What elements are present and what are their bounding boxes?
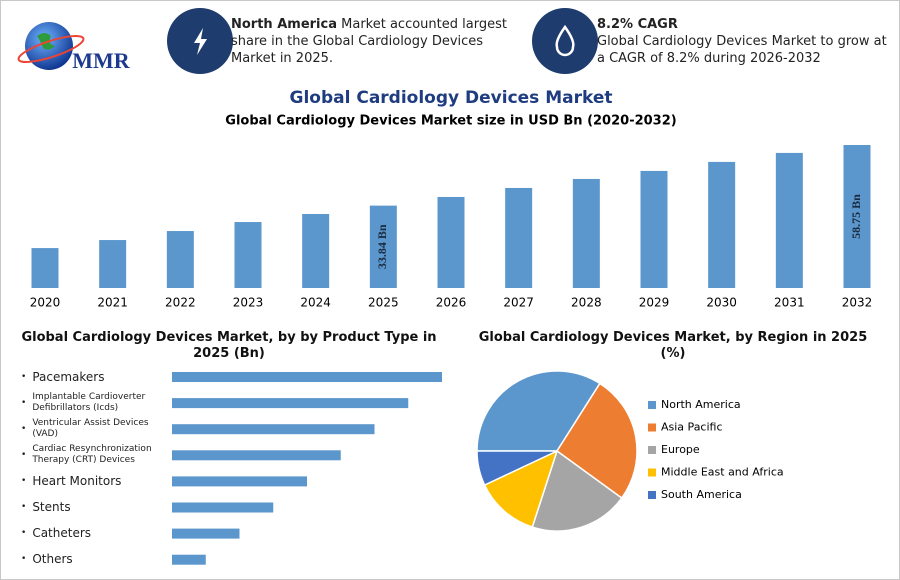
bar [172, 372, 442, 382]
x-tick-label: 2030 [706, 296, 737, 310]
chart-title: Global Cardiology Devices Market size in… [225, 114, 676, 129]
legend-label: North America [661, 398, 741, 411]
legend-label: Middle East and Africa [661, 466, 784, 479]
x-tick-label: 2031 [774, 296, 805, 310]
y-tick-label: Pacemakers [21, 365, 166, 389]
bar [369, 205, 397, 288]
y-tick-label: Stents [21, 496, 166, 520]
y-tick-label: Cardiac Resynchronization Therapy (CRT) … [21, 443, 166, 467]
y-tick-label: Others [21, 548, 166, 572]
bar [172, 554, 206, 565]
callout: North America Market accounted largest s… [231, 16, 526, 67]
x-tick-label: 2023 [233, 296, 264, 310]
y-tick-label: Ventricular Assist Devices (VAD) [21, 417, 166, 441]
callout-title: 8.2% CAGR [597, 17, 678, 32]
bolt-icon [194, 28, 207, 55]
value-label: 58.75 Bn [849, 194, 863, 239]
x-tick-label: 2027 [503, 296, 534, 310]
legend-label: South America [661, 488, 742, 501]
bar [708, 161, 736, 288]
bar [640, 170, 668, 288]
pie-slice [531, 449, 623, 532]
x-tick-label: 2020 [30, 296, 61, 310]
legend-label: Asia Pacific [661, 421, 723, 434]
x-tick-label: 2029 [639, 296, 670, 310]
bar [172, 398, 409, 409]
callout-title: North America [231, 17, 337, 32]
bar [31, 248, 59, 288]
y-tick-label: Heart Monitors [21, 469, 166, 493]
pie-slice [476, 450, 558, 487]
bar [234, 222, 262, 288]
x-tick-label: 2032 [842, 296, 873, 310]
pie-slice [483, 449, 559, 529]
bar [172, 502, 274, 513]
bar [166, 231, 194, 288]
bar [843, 145, 871, 288]
legend-swatch [648, 468, 656, 477]
bar [572, 178, 600, 288]
bar [99, 240, 127, 288]
bar [302, 214, 330, 288]
logo-ring [17, 35, 85, 63]
legend-swatch [648, 446, 656, 454]
y-tick-label: Implantable Cardioverter Defibrillators … [21, 391, 166, 415]
legend-swatch [648, 491, 656, 499]
bar [172, 528, 240, 539]
value-label: 33.84 Bn [375, 224, 389, 269]
bar [505, 187, 533, 288]
bar [172, 476, 307, 487]
logo-text: MMR [72, 48, 131, 73]
main-title: Global Cardiology Devices Market [290, 88, 613, 108]
pie-slice [555, 382, 638, 500]
callout-text: Global Cardiology Devices Market to grow… [597, 34, 887, 66]
legend-label: Europe [661, 443, 700, 456]
x-tick-label: 2024 [300, 296, 331, 310]
legend-swatch [648, 423, 656, 432]
bar [172, 424, 375, 435]
x-tick-label: 2021 [97, 296, 128, 310]
chart-title: Global Cardiology Devices Market, by Reg… [478, 330, 868, 361]
legend-swatch [648, 401, 656, 409]
bar [437, 196, 465, 288]
bar [775, 152, 803, 288]
callout-icon [532, 8, 598, 74]
bar [172, 450, 341, 461]
callout-text: Market accounted largest share in the Gl… [231, 17, 507, 66]
x-tick-label: 2028 [571, 296, 602, 310]
callout: 8.2% CAGR Global Cardiology Devices Marke… [597, 16, 892, 67]
x-tick-label: 2026 [436, 296, 467, 310]
y-tick-label: Catheters [21, 522, 166, 546]
x-tick-label: 2025 [368, 296, 399, 310]
chart-title: Global Cardiology Devices Market, by by … [21, 330, 437, 361]
drop-icon [555, 24, 575, 57]
x-tick-label: 2022 [165, 296, 196, 310]
